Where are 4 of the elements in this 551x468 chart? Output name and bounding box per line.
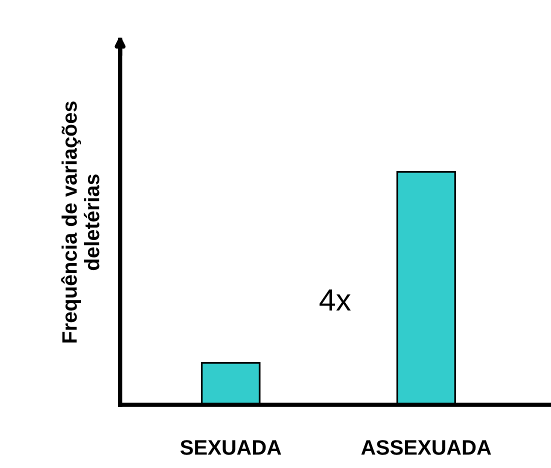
y-axis-title: Frequência de variações deletérias — [61, 102, 100, 342]
annotation: 4x — [320, 289, 351, 311]
x-tick-label: SEXUADA — [180, 440, 282, 455]
x-tick-label: ASSEXUADA — [361, 440, 492, 455]
